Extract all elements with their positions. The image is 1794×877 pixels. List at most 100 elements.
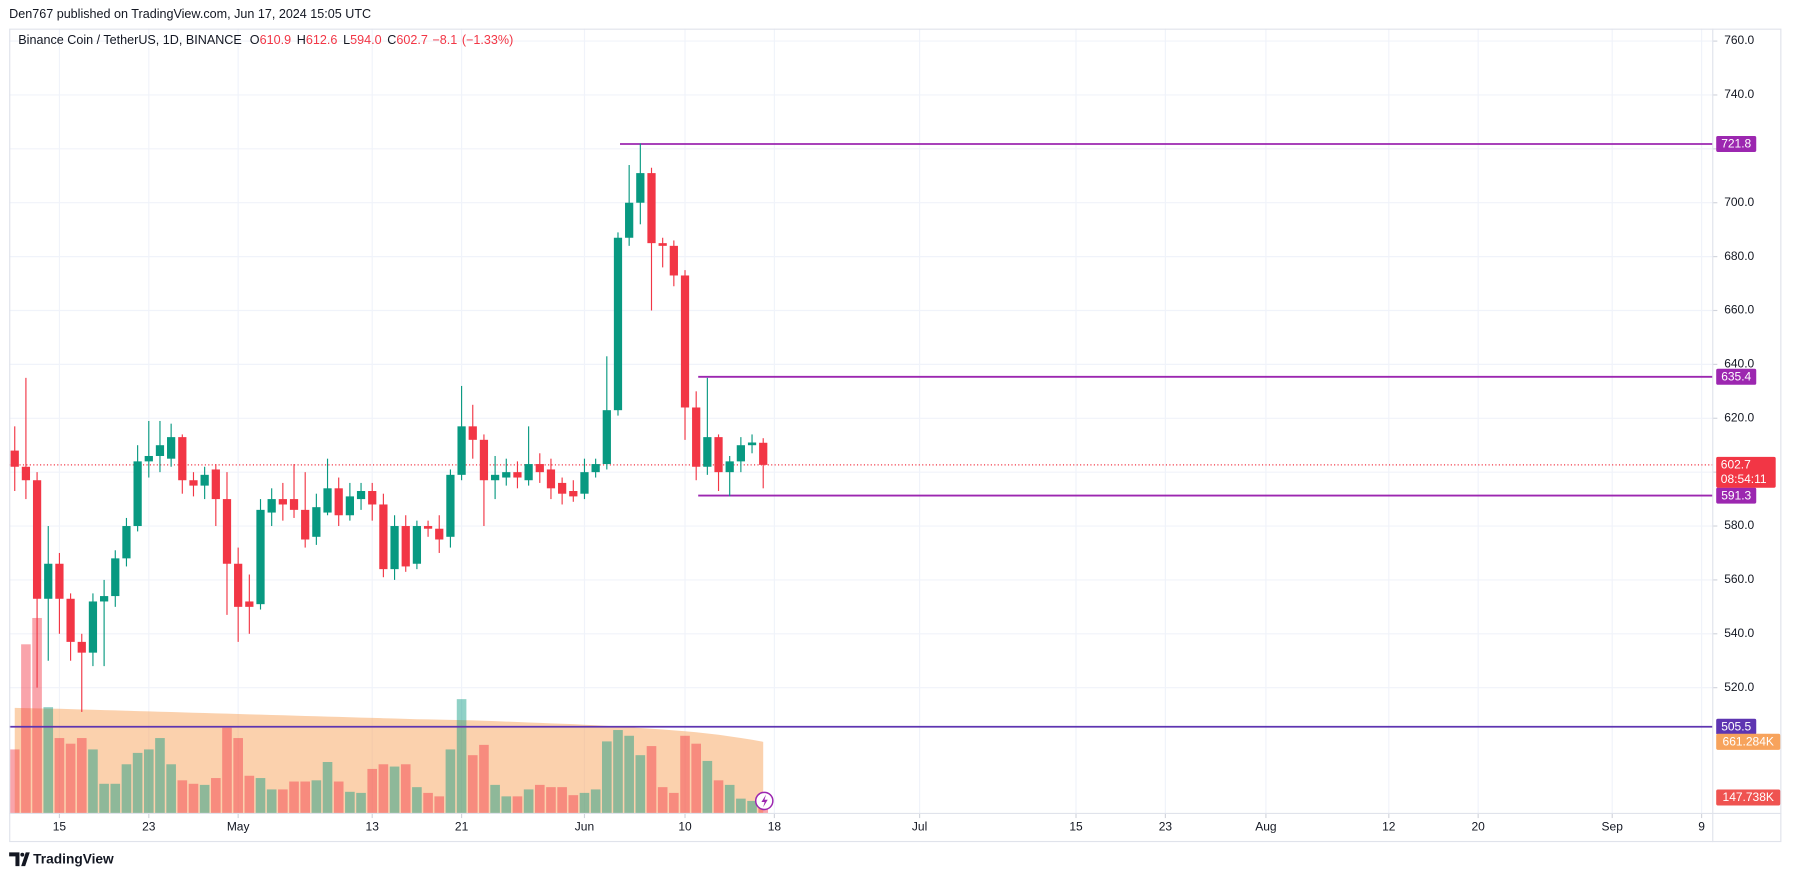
candle-body (524, 464, 533, 481)
candle-body (457, 426, 466, 475)
candle-body (301, 509, 310, 540)
candle-body (32, 480, 42, 599)
candle-body (736, 445, 745, 462)
volume-bar (412, 787, 422, 814)
y-tick-label: 660.0 (1724, 303, 1754, 317)
volume-bar (501, 796, 512, 814)
volume-bar (278, 789, 288, 814)
x-tick-label: 12 (1382, 819, 1396, 833)
level-label: 721.8 (1721, 137, 1751, 151)
candle-body (714, 437, 723, 473)
volume-bar (99, 783, 109, 814)
legend-change: −8.1 (432, 34, 457, 48)
candle-body (546, 469, 556, 489)
candle-body (468, 426, 477, 440)
volume-bar (266, 789, 277, 814)
volume-bar (300, 781, 310, 814)
volume-bar (523, 789, 534, 814)
candle-body (122, 526, 131, 559)
x-tick-label: 18 (768, 819, 782, 833)
x-tick-label: 15 (53, 819, 67, 833)
last-price-label: 602.7 (1721, 458, 1751, 472)
volume-bar (333, 781, 344, 814)
candle-body (703, 437, 712, 467)
volume-label: 147.738K (1723, 790, 1774, 804)
candle-body (669, 245, 678, 276)
legend-value: 610.9 (260, 34, 291, 48)
logo-text[interactable]: TradingView (33, 851, 114, 866)
candle-body (401, 526, 410, 567)
candle-body (155, 445, 165, 456)
x-tick-label: 20 (1471, 819, 1485, 833)
levels (9, 143, 1713, 728)
price-labels: 721.8 635.4 591.3 505.5 602.708:54:11 661.284… (1716, 135, 1781, 806)
candle-body (234, 563, 243, 607)
candle-body (211, 469, 220, 500)
candle-body (189, 480, 198, 486)
volume-bar (613, 730, 623, 814)
candle-body (379, 504, 388, 570)
volume-bar (546, 787, 556, 814)
candle-body (99, 596, 109, 602)
volume-bar (456, 699, 467, 814)
volume-bar (54, 738, 65, 814)
candle-body (334, 488, 343, 516)
legend-value: 612.6 (306, 34, 337, 48)
volume-bar (691, 743, 701, 814)
candle-body (222, 499, 232, 564)
candle-body (10, 450, 19, 467)
volume-bar (132, 752, 143, 814)
volume-bar (579, 792, 590, 814)
volume-bar (311, 780, 322, 814)
legend-value: 594.0 (350, 34, 381, 48)
candle-body (513, 472, 522, 478)
candle-body (647, 173, 656, 244)
volume-bar (255, 778, 266, 814)
y-tick-label: 680.0 (1724, 249, 1754, 263)
frame (9, 28, 1782, 843)
candle-body (535, 464, 544, 473)
candle-body (725, 461, 734, 473)
volume-ma-label: 661.284K (1723, 735, 1774, 749)
volume-bar (736, 798, 746, 814)
volume-bar (657, 787, 668, 814)
indicator-icon[interactable] (754, 791, 774, 811)
candle-body (323, 488, 332, 513)
y-tick-label: 740.0 (1724, 87, 1754, 101)
x-tick-label: 21 (455, 819, 469, 833)
candle-body (692, 407, 701, 467)
volume-bar (400, 764, 411, 814)
volume-bar (467, 755, 478, 814)
volume-pane (9, 617, 769, 814)
y-tick-label: 760.0 (1724, 33, 1754, 47)
volume-bar (602, 741, 612, 814)
level-label-box (1716, 718, 1757, 735)
volume-bar (490, 784, 500, 814)
icon-bolt[interactable] (761, 794, 768, 808)
candle-body (345, 496, 354, 516)
volume-bar (345, 791, 355, 814)
candle-body (245, 601, 254, 607)
legend-value: 602.7 (396, 34, 427, 48)
candle-body (133, 461, 142, 527)
x-tick-label: 15 (1069, 819, 1083, 833)
candle-body (111, 558, 120, 597)
x-tick-label: 9 (1698, 819, 1705, 833)
volume-bar (646, 746, 657, 814)
legend-key: L (343, 34, 350, 48)
logo-dot[interactable] (20, 852, 25, 857)
volume-bar (356, 792, 366, 814)
volume-bar (177, 780, 188, 814)
volume-bar (110, 783, 121, 814)
legend-key: C (387, 34, 396, 48)
candle-body (490, 474, 500, 481)
y-tick-label: 560.0 (1724, 572, 1754, 586)
volume-bar (702, 760, 713, 814)
volume-bar (434, 796, 445, 814)
x-tick-label: 10 (678, 819, 692, 833)
volume-bar (222, 727, 232, 814)
candle-body (580, 472, 589, 494)
x-tick-label: 23 (142, 819, 156, 833)
candle-body (312, 507, 321, 537)
candle-body (44, 563, 53, 599)
